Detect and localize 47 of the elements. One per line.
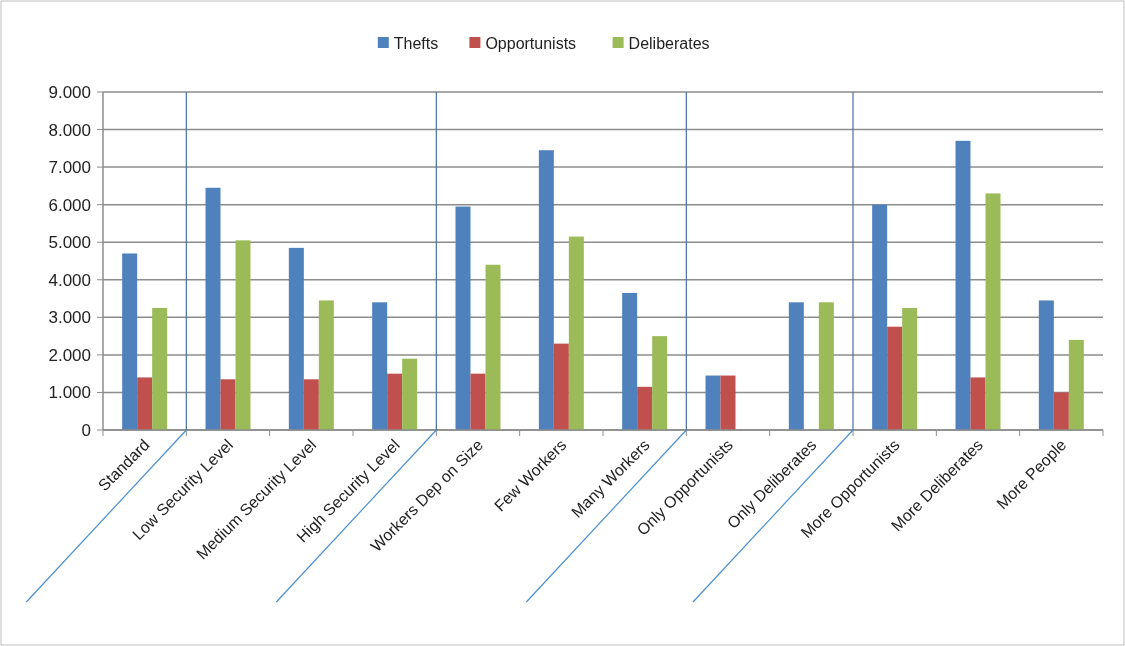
y-tick-label: 9.000 — [48, 82, 91, 102]
bar — [1038, 300, 1054, 430]
bar — [205, 187, 221, 430]
bar — [372, 302, 388, 430]
bar — [788, 302, 804, 430]
legend-label: Opportunists — [485, 34, 577, 52]
y-tick-label: 3.000 — [48, 308, 91, 328]
y-tick-label: 4.000 — [48, 270, 91, 290]
bar — [955, 140, 971, 430]
y-tick-label: 5.000 — [48, 233, 91, 253]
bar — [872, 204, 888, 430]
bar — [887, 326, 903, 430]
y-tick-label: 8.000 — [48, 120, 91, 140]
bar — [485, 264, 501, 430]
bar — [402, 358, 418, 430]
bar — [318, 300, 334, 430]
y-tick-label: 1.000 — [48, 383, 91, 403]
bar — [152, 307, 168, 430]
bar — [902, 307, 918, 430]
bar — [818, 302, 834, 430]
bar — [122, 253, 138, 430]
bar — [720, 375, 736, 430]
bar — [137, 377, 153, 430]
bar — [303, 379, 319, 430]
legend-label: Thefts — [393, 34, 439, 52]
bar — [705, 375, 721, 430]
y-tick-label: 7.000 — [48, 158, 91, 178]
bar — [652, 336, 668, 430]
bar — [387, 373, 403, 430]
bar — [455, 206, 471, 430]
bar — [1068, 339, 1084, 430]
y-tick-label: 0 — [81, 420, 91, 440]
bar — [538, 150, 554, 430]
bar — [288, 247, 304, 430]
bar — [1053, 392, 1069, 430]
bar — [470, 373, 486, 430]
bar — [553, 343, 569, 430]
bar — [220, 379, 236, 430]
y-tick-label: 6.000 — [48, 195, 91, 215]
y-tick-label: 2.000 — [48, 345, 91, 365]
bar — [970, 377, 986, 430]
bar — [622, 292, 638, 430]
bar — [235, 240, 251, 430]
bar — [568, 236, 584, 430]
bar — [637, 386, 653, 430]
bar — [985, 193, 1001, 430]
legend-label: Deliberates — [628, 34, 710, 52]
